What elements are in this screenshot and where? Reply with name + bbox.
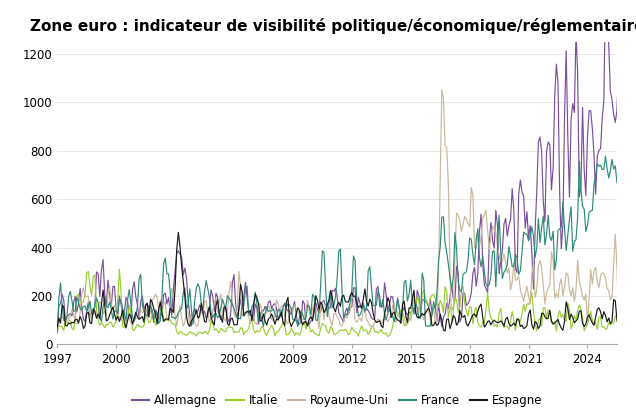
Italie (299, 320, 307, 325)
Royaume-Uni (564, 272, 572, 277)
Italie (53, 331, 61, 336)
Espagne (615, 324, 623, 329)
Title: Zone euro : indicateur de visibilité politique/économique/réglementaire: Zone euro : indicateur de visibilité pol… (30, 18, 636, 34)
France (494, 246, 501, 251)
Allemagne (53, 331, 61, 336)
France (562, 248, 570, 253)
Allemagne (494, 222, 501, 227)
France (370, 303, 377, 308)
Italie (377, 327, 385, 332)
Royaume-Uni (376, 318, 384, 323)
Espagne (174, 230, 182, 235)
Espagne (140, 320, 148, 325)
Espagne (299, 323, 307, 328)
Espagne (377, 323, 385, 328)
Royaume-Uni (438, 87, 446, 92)
Allemagne (562, 48, 570, 53)
Italie (565, 307, 573, 312)
France (53, 329, 61, 334)
Italie (615, 320, 623, 326)
Royaume-Uni (140, 309, 148, 314)
Legend: Allemagne, Italie, Royaume-Uni, France, Espagne: Allemagne, Italie, Royaume-Uni, France, … (127, 390, 547, 412)
France (615, 183, 623, 188)
Espagne (371, 317, 378, 322)
Royaume-Uni (53, 330, 61, 335)
Allemagne (140, 307, 148, 312)
Allemagne (615, 66, 623, 71)
Line: Allemagne: Allemagne (57, 0, 619, 333)
France (376, 294, 384, 299)
Italie (371, 329, 378, 334)
France (140, 309, 148, 314)
Royaume-Uni (615, 315, 623, 320)
Allemagne (376, 304, 384, 309)
Espagne (441, 328, 449, 333)
Line: France: France (57, 156, 619, 332)
Royaume-Uni (495, 253, 503, 258)
Italie (142, 313, 149, 318)
Line: Espagne: Espagne (57, 232, 619, 331)
Line: Italie: Italie (57, 269, 619, 336)
Italie (116, 267, 123, 272)
Allemagne (370, 317, 377, 322)
Line: Royaume-Uni: Royaume-Uni (57, 90, 619, 333)
Royaume-Uni (370, 323, 377, 328)
Royaume-Uni (297, 318, 305, 323)
Espagne (565, 317, 573, 322)
Italie (384, 334, 392, 339)
Espagne (53, 324, 61, 329)
Italie (497, 306, 504, 311)
Espagne (497, 318, 504, 323)
Allemagne (297, 319, 305, 324)
France (602, 154, 609, 159)
France (297, 308, 305, 313)
